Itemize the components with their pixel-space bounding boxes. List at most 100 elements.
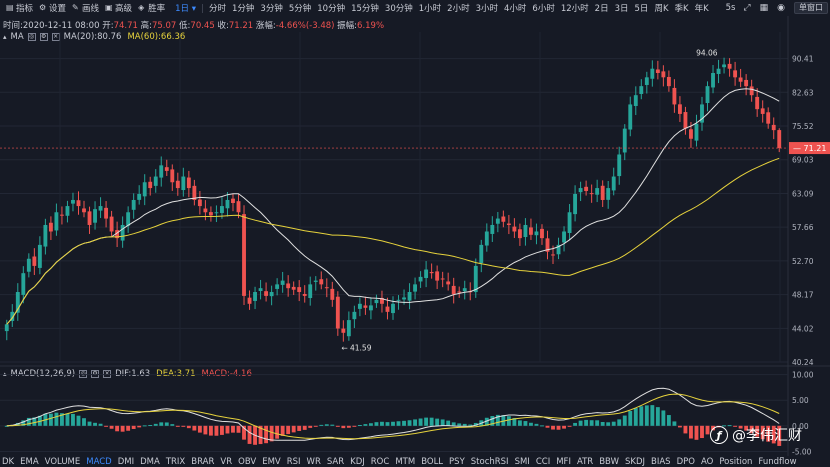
period-18[interactable]: 季K: [674, 4, 689, 14]
indicator-button[interactable]: ▤ 指标: [6, 3, 34, 15]
high-annotation: 94.06: [696, 49, 718, 58]
period-7[interactable]: 30分钟: [384, 4, 413, 14]
period-14[interactable]: 2日: [594, 4, 609, 14]
indicator-tab-obv[interactable]: OBV: [238, 456, 257, 467]
collapse-icon[interactable]: ▴: [3, 33, 7, 41]
macd-histogram-bar: [330, 424, 335, 426]
single-window-button[interactable]: 单窗口: [794, 2, 828, 14]
macd-histogram-bar: [556, 425, 561, 430]
period-11[interactable]: 4小时: [504, 4, 527, 14]
macd-histogram-bar: [760, 425, 765, 440]
indicator-tab-cci[interactable]: CCI: [535, 456, 551, 467]
indicator-tab-bias[interactable]: BIAS: [651, 456, 671, 467]
period-4[interactable]: 5分钟: [288, 4, 312, 14]
indicator-tab-volume[interactable]: VOLUME: [44, 456, 81, 467]
indicator-tab-roc[interactable]: ROC: [370, 456, 390, 467]
candle-body: [396, 299, 401, 301]
indicator-tab-ema[interactable]: EMA: [20, 456, 39, 467]
price-tick-label: 52.70: [792, 257, 814, 266]
settings-mini-icon[interactable]: ⚙: [91, 370, 100, 378]
settings-button[interactable]: ⚙ 设置: [39, 3, 67, 15]
indicator-tab-dpo[interactable]: DPO: [676, 456, 695, 467]
dea-value: DEA:3.71: [156, 369, 196, 379]
indicator-tab-smi[interactable]: SMI: [514, 456, 530, 467]
period-10[interactable]: 3小时: [475, 4, 498, 14]
indicator-tab-dmi[interactable]: DMI: [117, 456, 135, 467]
indicator-tab-atr[interactable]: ATR: [576, 456, 594, 467]
indicator-tab-ao[interactable]: AO: [700, 456, 714, 467]
collapse-icon[interactable]: ▴: [3, 370, 7, 378]
macd-histogram-bar: [700, 425, 704, 439]
period-16[interactable]: 5日: [634, 4, 649, 14]
indicator-tab-vr[interactable]: VR: [220, 456, 233, 467]
indicator-tab-brar[interactable]: BRAR: [191, 456, 215, 467]
fullscreen-icon[interactable]: ⤢: [743, 3, 751, 13]
candle-body: [705, 86, 710, 104]
indicator-tab-dma[interactable]: DMA: [140, 456, 160, 467]
pencil-icon: ✎: [72, 3, 79, 12]
candle-body: [236, 201, 241, 213]
macd-histogram-bar: [672, 421, 677, 426]
candle-body: [661, 71, 666, 78]
period-15[interactable]: 3日: [614, 4, 629, 14]
period-5[interactable]: 10分钟: [317, 4, 346, 14]
indicator-tab-trix[interactable]: TRIX: [165, 456, 186, 467]
indicator-tab-position[interactable]: Position: [719, 456, 753, 467]
period-0[interactable]: 1日 ▾: [175, 4, 196, 14]
indicator-tab-macd[interactable]: MACD: [86, 456, 112, 467]
indicator-tab-skdj[interactable]: SKDJ: [624, 456, 646, 467]
settings-mini-icon[interactable]: ⚙: [39, 33, 48, 41]
price-tick-label: 90.41: [792, 55, 814, 64]
hide-icon[interactable]: ◎: [27, 33, 36, 41]
period-17[interactable]: 周K: [654, 4, 669, 14]
ma20-line: [6, 88, 780, 325]
period-1[interactable]: 分时: [208, 4, 226, 14]
camera-icon[interactable]: ◉: [777, 3, 785, 13]
candle-body: [21, 273, 26, 295]
indicator-tab-rsi[interactable]: RSI: [286, 456, 301, 467]
draw-line-button[interactable]: ✎ 画线: [72, 3, 100, 15]
speed-label[interactable]: 5s: [725, 3, 736, 13]
macd-histogram-bar: [578, 420, 583, 426]
indicator-tab-mtm[interactable]: MTM: [395, 456, 416, 467]
period-2[interactable]: 1分钟: [231, 4, 255, 14]
separator: [201, 3, 203, 13]
winrate-button[interactable]: ◈ 胜率: [138, 3, 166, 15]
macd-histogram-bar: [584, 419, 589, 426]
candle-body: [220, 206, 224, 214]
indicator-tab-sar[interactable]: SAR: [326, 456, 345, 467]
indicator-tab-wr[interactable]: WR: [306, 456, 321, 467]
indicator-tab-emv[interactable]: EMV: [262, 456, 281, 467]
indicator-tab-dk[interactable]: DK: [2, 456, 15, 467]
macd-histogram-bar: [545, 425, 550, 428]
indicator-tab-mfi[interactable]: MFI: [556, 456, 571, 467]
advanced-button[interactable]: ▣ 高级: [105, 3, 133, 15]
close-icon[interactable]: ×: [51, 33, 60, 41]
period-13[interactable]: 12小时: [560, 4, 589, 14]
indicator-tab-boll[interactable]: BOLL: [421, 456, 444, 467]
hide-icon[interactable]: ◎: [79, 370, 88, 378]
candle-body: [672, 87, 677, 105]
close-icon[interactable]: ×: [103, 370, 112, 378]
period-12[interactable]: 6小时: [532, 4, 555, 14]
low-annotation: ← 41.59: [341, 344, 371, 353]
period-6[interactable]: 15分钟: [351, 4, 379, 14]
period-19[interactable]: 年K: [694, 4, 709, 14]
candle-body: [324, 287, 329, 289]
candle-body: [666, 76, 671, 87]
period-8[interactable]: 1小时: [418, 4, 442, 14]
macd-histogram-bar: [650, 405, 655, 426]
indicator-tab-bbw[interactable]: BBW: [599, 456, 619, 467]
layout-icon[interactable]: ▦: [759, 3, 769, 13]
indicator-tab-psy[interactable]: PSY: [449, 456, 465, 467]
period-3[interactable]: 3分钟: [260, 4, 283, 14]
macd-histogram-bar: [115, 425, 120, 432]
indicator-tab-stochrsi[interactable]: StochRSI: [470, 456, 509, 467]
info-low: 70.45: [190, 21, 215, 31]
candle-body: [104, 207, 109, 219]
indicator-tab-kdj[interactable]: KDJ: [350, 456, 365, 467]
period-9[interactable]: 2小时: [447, 4, 470, 14]
indicator-tab-fundflow[interactable]: Fundflow: [758, 456, 797, 467]
candle-body: [242, 214, 246, 296]
